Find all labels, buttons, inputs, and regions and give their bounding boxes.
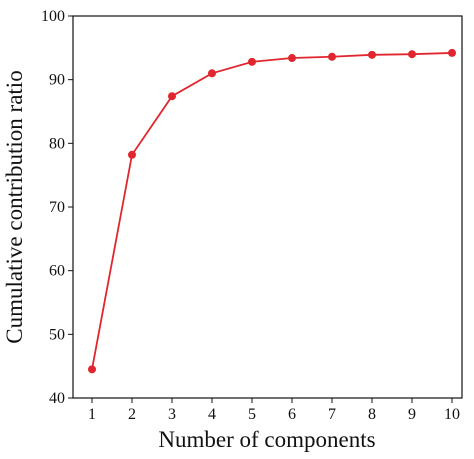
y-tick-label: 60: [49, 263, 65, 280]
y-tick-label: 80: [49, 135, 65, 152]
x-tick-label: 6: [288, 406, 296, 423]
y-tick-label: 40: [49, 390, 65, 407]
y-tick-label: 90: [49, 72, 65, 89]
x-tick-label: 9: [408, 406, 416, 423]
marker: [208, 69, 216, 78]
marker: [248, 57, 256, 66]
x-tick-label: 10: [444, 406, 460, 423]
plot-frame: [72, 15, 463, 399]
marker: [128, 150, 136, 159]
x-tick-label: 5: [248, 406, 256, 423]
x-tick-label: 7: [328, 406, 336, 423]
marker: [328, 52, 336, 61]
y-axis-label: Cumulative contribution ratio: [2, 70, 27, 343]
y-tick-label: 100: [41, 8, 65, 25]
x-tick-label: 3: [168, 406, 176, 423]
line: [91, 52, 453, 370]
marker: [88, 365, 96, 374]
x-tick-label: 1: [88, 406, 96, 423]
x-tick-label: 8: [368, 406, 376, 423]
marker: [368, 50, 376, 59]
marker: [448, 48, 456, 57]
marker: [288, 54, 296, 63]
y-tick-label: 50: [49, 326, 65, 343]
x-tick-label: 4: [208, 406, 216, 423]
x-tick-label: 2: [128, 406, 136, 423]
y-tick-label: 70: [49, 199, 65, 216]
x-axis-label: Number of components: [158, 427, 375, 452]
marker: [408, 50, 416, 59]
marker: [168, 92, 176, 101]
